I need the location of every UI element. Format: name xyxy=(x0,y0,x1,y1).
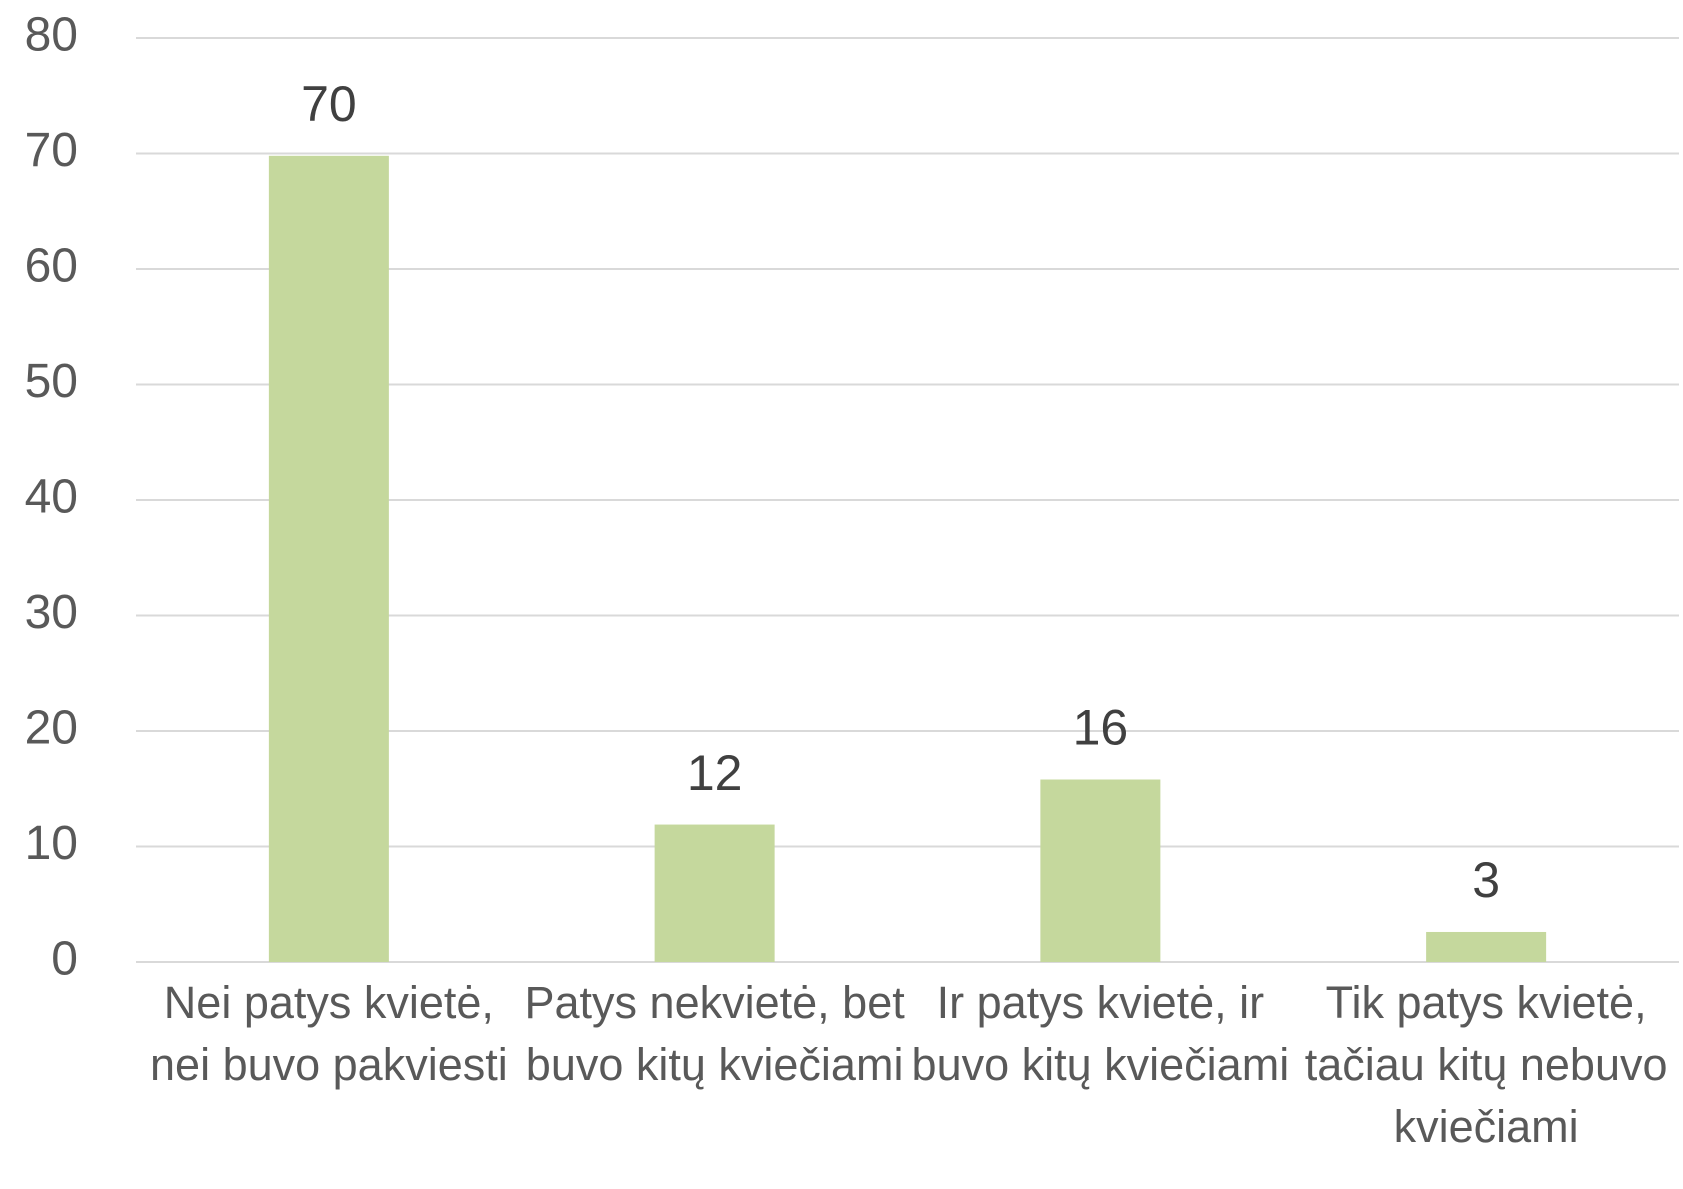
y-tick-label: 10 xyxy=(25,817,78,870)
x-tick-label: Nei patys kvietė, nei buvo pakviesti xyxy=(150,977,508,1090)
data-label: 70 xyxy=(301,76,357,132)
y-tick-label: 70 xyxy=(25,124,78,177)
data-label: 3 xyxy=(1472,852,1500,908)
x-tick-label: Patys nekvietė, bet buvo kitų kviečiami xyxy=(524,977,905,1090)
x-tick-label: Tik patys kvietė, tačiau kitų nebuvo kvi… xyxy=(1304,977,1668,1152)
bar xyxy=(268,155,389,962)
y-tick-label: 20 xyxy=(25,702,78,755)
bar xyxy=(1426,931,1547,962)
y-tick-label: 80 xyxy=(25,9,78,62)
data-label: 12 xyxy=(687,745,743,801)
y-tick-label: 0 xyxy=(51,933,78,986)
y-tick-label: 60 xyxy=(25,240,78,293)
x-tick-label: Ir patys kvietė, ir buvo kitų kviečiami xyxy=(911,977,1290,1090)
bar xyxy=(1040,779,1161,962)
y-tick-label: 40 xyxy=(25,471,78,524)
y-tick-label: 50 xyxy=(25,355,78,408)
bar xyxy=(654,824,775,962)
y-tick-label: 30 xyxy=(25,586,78,639)
data-label: 16 xyxy=(1073,700,1129,756)
